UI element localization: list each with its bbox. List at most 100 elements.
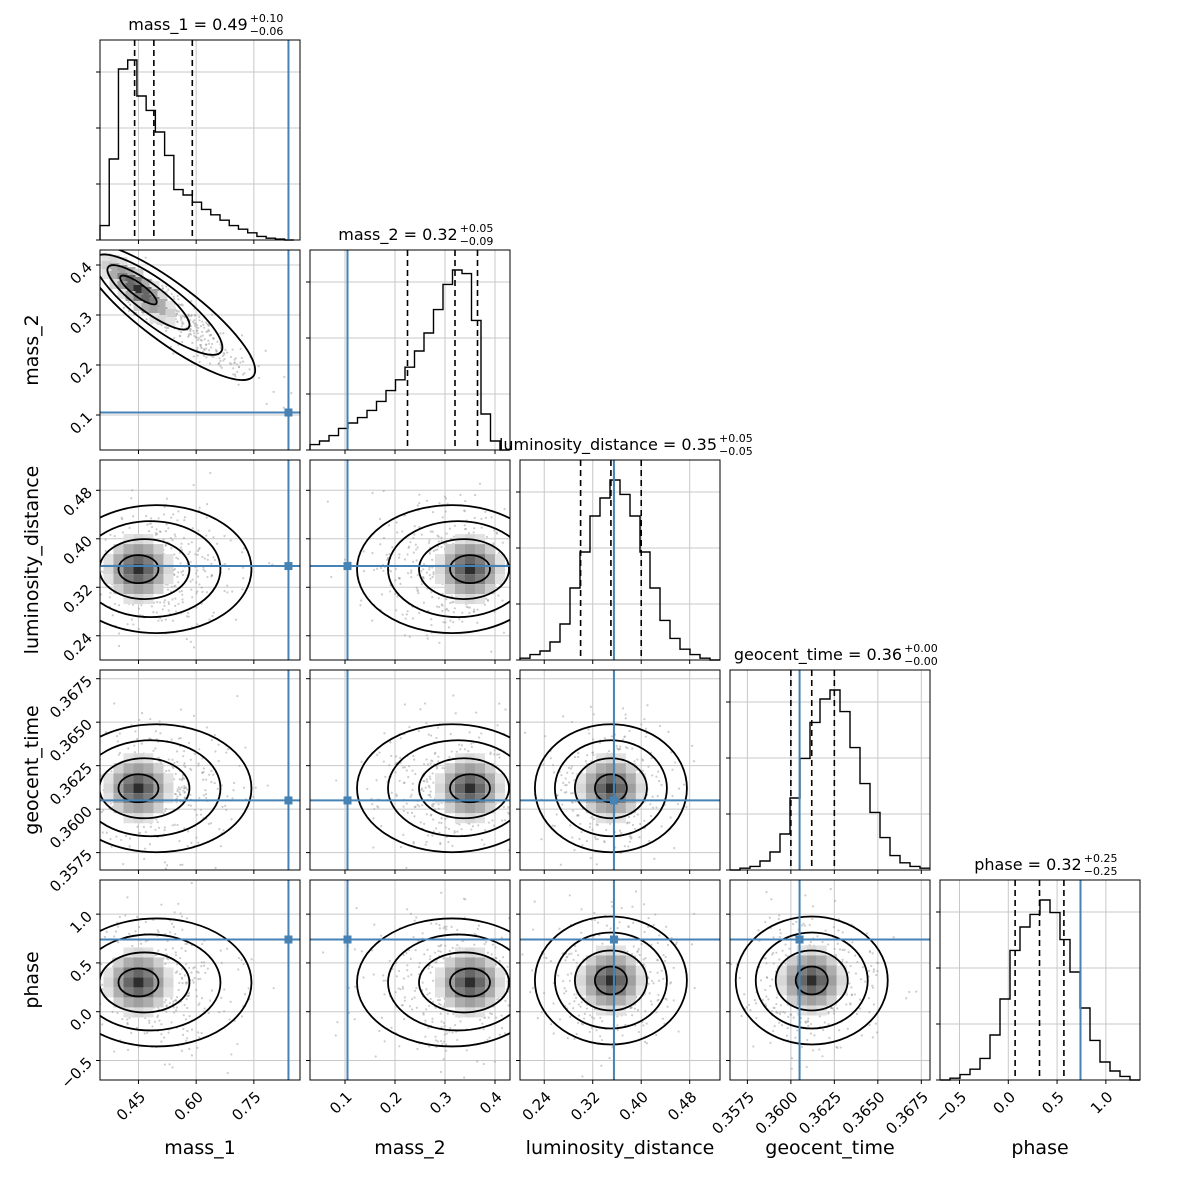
scatter-point xyxy=(239,347,242,350)
scatter-point xyxy=(385,553,388,556)
panel-title-minus: −0.25 xyxy=(1084,865,1118,878)
scatter-point xyxy=(163,601,166,604)
scatter-point xyxy=(448,949,451,953)
scatter-point xyxy=(214,750,217,753)
scatter-point xyxy=(159,601,162,604)
panel-frame xyxy=(99,249,301,451)
x-tick-label: 0.75 xyxy=(228,1088,264,1124)
scatter-point xyxy=(477,736,481,739)
scatter-point xyxy=(822,1029,825,1032)
scatter-point xyxy=(413,758,416,761)
scatter-point xyxy=(473,610,476,613)
density-cell xyxy=(455,967,465,978)
scatter-point xyxy=(452,620,455,624)
density-cell xyxy=(123,584,134,595)
scatter-point xyxy=(415,548,418,551)
scatter-point xyxy=(154,747,157,750)
scatter-point xyxy=(657,780,661,783)
scatter-point xyxy=(583,1012,586,1015)
density-cell xyxy=(465,574,475,585)
scatter-point xyxy=(429,997,432,1001)
scatter-point xyxy=(427,1026,430,1029)
scatter-point xyxy=(447,626,451,629)
scatter-point xyxy=(169,536,172,540)
scatter-point xyxy=(178,334,181,337)
scatter-point xyxy=(224,804,227,807)
scatter-point xyxy=(671,794,674,798)
scatter-point xyxy=(633,760,636,763)
y-tick-label: 0.4 xyxy=(66,258,96,288)
scatter-point xyxy=(457,872,459,874)
scatter-point xyxy=(410,576,413,579)
scatter-point xyxy=(445,532,448,535)
scatter-point xyxy=(783,1011,787,1014)
scatter-point xyxy=(640,943,643,946)
scatter-point xyxy=(416,589,419,593)
scatter-point xyxy=(179,863,182,866)
scatter-point xyxy=(87,791,89,793)
scatter-point xyxy=(202,767,206,770)
scatter-point xyxy=(787,1015,790,1018)
scatter-point xyxy=(209,822,213,825)
scatter-point xyxy=(142,825,146,829)
scatter-point xyxy=(599,1016,602,1019)
scatter-point xyxy=(507,811,510,814)
density-cell xyxy=(485,793,495,804)
scatter-point xyxy=(362,976,365,979)
scatter-point xyxy=(444,1049,448,1052)
scatter-point xyxy=(212,355,215,359)
scatter-point xyxy=(405,802,408,805)
scatter-point xyxy=(638,836,641,839)
scatter-point xyxy=(206,554,210,557)
x-tick-label: 0.3675 xyxy=(882,1088,932,1138)
density-cell xyxy=(485,987,495,998)
scatter-point xyxy=(198,315,201,319)
scatter-point xyxy=(240,334,244,337)
scatter-point xyxy=(432,573,435,576)
scatter-point xyxy=(152,611,155,614)
scatter-point xyxy=(450,595,453,598)
scatter-point xyxy=(570,765,573,768)
density-cell xyxy=(149,305,160,315)
scatter-point xyxy=(411,782,415,785)
scatter-point xyxy=(865,932,869,935)
scatter-point xyxy=(637,1030,640,1034)
scatter-point xyxy=(382,760,385,763)
scatter-point xyxy=(593,836,597,839)
contour-line xyxy=(100,951,191,1014)
scatter-point xyxy=(169,931,172,934)
scatter-point xyxy=(221,354,225,357)
scatter-point xyxy=(390,791,393,794)
scatter-point xyxy=(371,619,374,622)
density-cell xyxy=(595,783,606,794)
scatter-point xyxy=(380,593,384,596)
scatter-point xyxy=(421,804,424,807)
scatter-point xyxy=(189,767,192,770)
truth-marker xyxy=(343,796,352,805)
scatter-point xyxy=(372,846,375,849)
contour-line xyxy=(387,933,510,1032)
scatter-point xyxy=(146,523,149,526)
scatter-point xyxy=(102,809,105,812)
scatter-point xyxy=(461,611,464,614)
scatter-point xyxy=(647,917,650,920)
scatter-point xyxy=(161,287,165,290)
scatter-point xyxy=(167,601,170,604)
scatter-point xyxy=(94,793,96,795)
scatter-point xyxy=(198,360,201,364)
scatter-point xyxy=(359,604,362,607)
scatter-point xyxy=(651,795,654,798)
scatter-point xyxy=(383,993,386,996)
scatter-point xyxy=(507,802,509,804)
scatter-point xyxy=(406,811,409,814)
scatter-point xyxy=(172,513,175,516)
panel-title: mass_1 = 0.49 +0.10−0.06 xyxy=(128,12,283,38)
scatter-point xyxy=(439,841,442,845)
scatter-point xyxy=(167,602,171,606)
scatter-point xyxy=(502,631,506,634)
scatter-point xyxy=(126,623,129,626)
scatter-point xyxy=(425,571,429,574)
scatter-point xyxy=(237,365,241,368)
density-cell xyxy=(585,793,596,804)
